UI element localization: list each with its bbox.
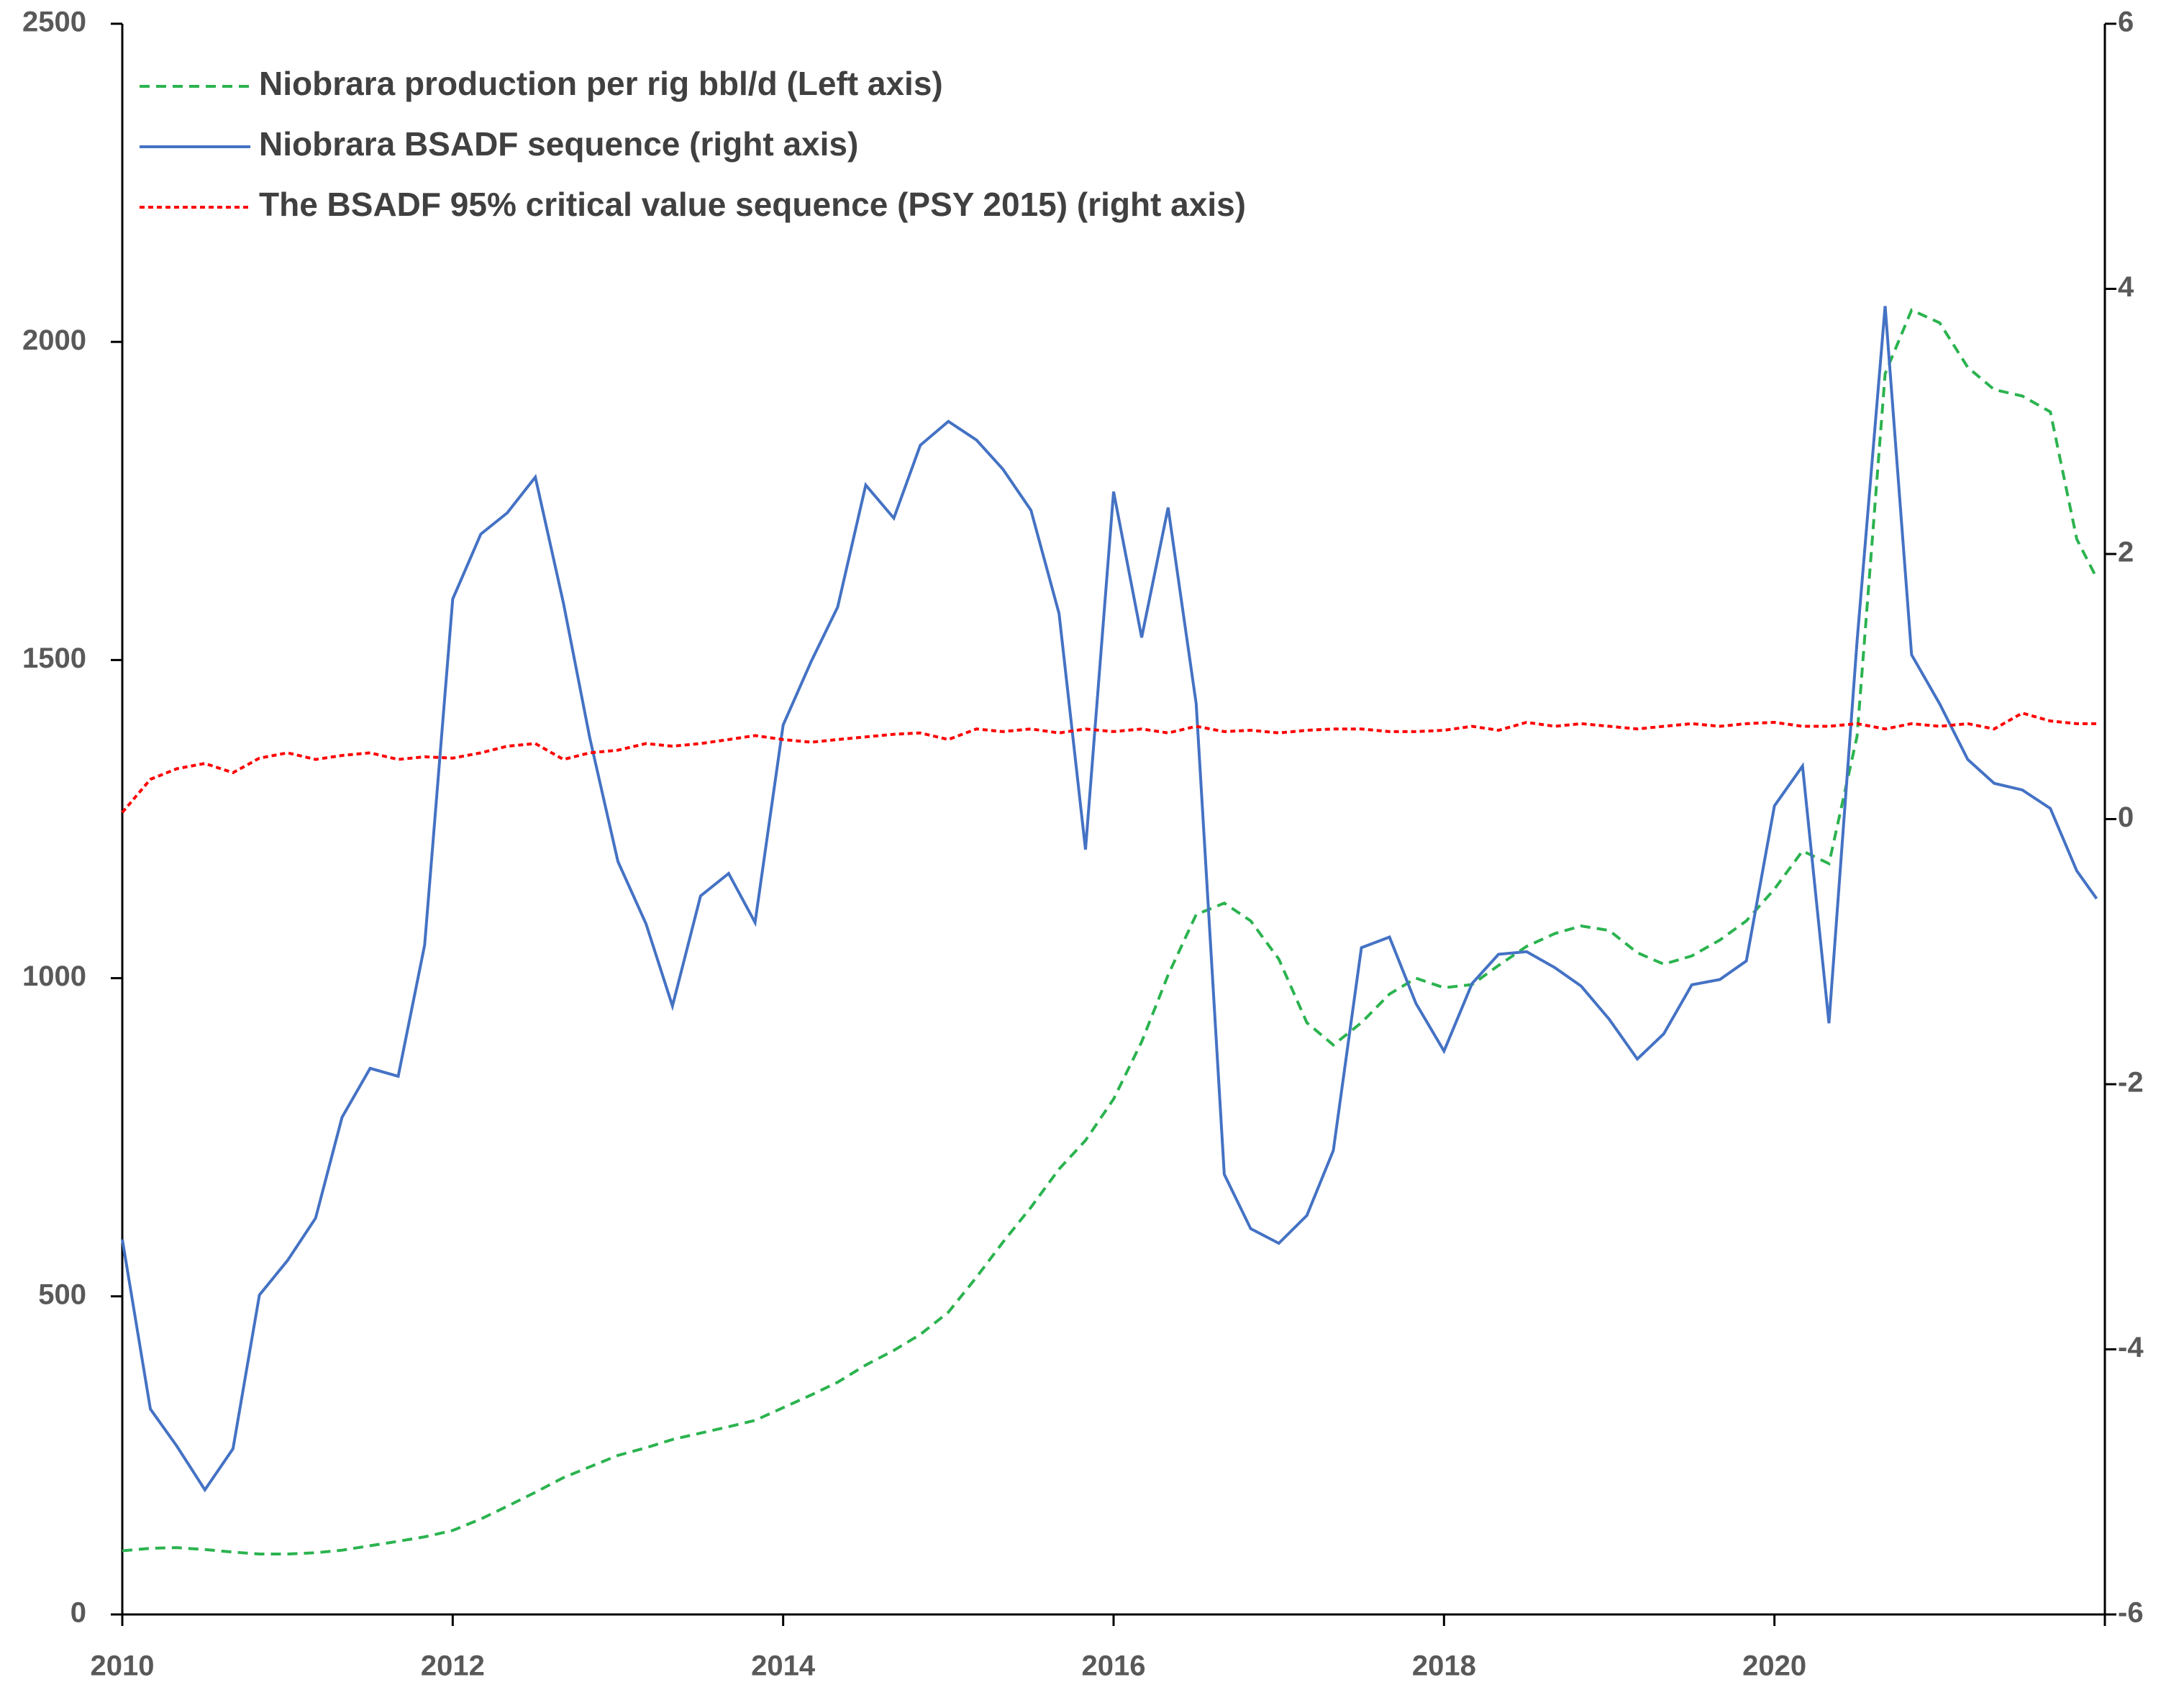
y-tick-label: 2500	[22, 6, 86, 38]
y2-tick-label: -4	[2118, 1332, 2144, 1363]
x-tick-label: 2012	[421, 1650, 485, 1682]
legend-label: The BSADF 95% critical value sequence (P…	[259, 186, 1246, 223]
legend-label: Niobrara production per rig bbl/d (Left …	[259, 65, 943, 102]
x-tick-label: 2020	[1742, 1650, 1806, 1682]
series-line	[121, 306, 2098, 1493]
y-tick-label: 0	[70, 1597, 86, 1629]
y-tick-label: 2000	[22, 324, 86, 356]
y2-tick-label: 0	[2118, 801, 2134, 833]
y2-tick-label: -2	[2118, 1067, 2144, 1099]
y2-tick-label: -6	[2118, 1597, 2144, 1629]
legend-label: Niobrara BSADF sequence (right axis)	[259, 125, 858, 163]
series-line	[121, 711, 2097, 814]
x-tick-label: 2016	[1082, 1650, 1146, 1682]
y2-tick-label: 4	[2118, 271, 2134, 303]
x-tick-label: 2018	[1412, 1650, 1476, 1682]
y-tick-label: 500	[38, 1278, 86, 1310]
x-tick-label: 2014	[751, 1650, 816, 1682]
y2-tick-label: 2	[2118, 537, 2134, 568]
y2-tick-label: 6	[2118, 6, 2134, 38]
y-tick-label: 1500	[22, 642, 86, 674]
y-tick-label: 1000	[22, 960, 86, 992]
series-line	[122, 308, 2098, 1555]
x-tick-label: 2010	[91, 1650, 155, 1682]
